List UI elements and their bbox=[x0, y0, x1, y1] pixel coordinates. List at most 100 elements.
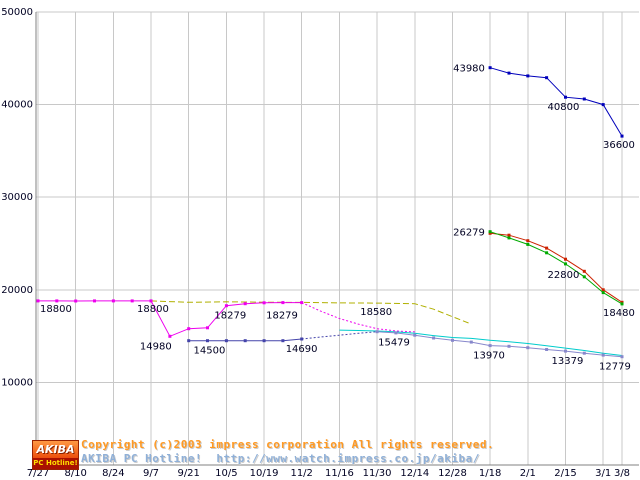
x-tick-label: 11/16 bbox=[325, 468, 354, 479]
data-label: 14980 bbox=[140, 341, 172, 352]
marker-navy bbox=[187, 339, 191, 343]
x-tick-label: 12/28 bbox=[438, 468, 467, 479]
series-lines bbox=[36, 66, 624, 359]
x-tick-label: 2/15 bbox=[554, 468, 576, 479]
series-olive-dashed bbox=[150, 300, 472, 325]
marker-green bbox=[582, 275, 586, 279]
marker-steel bbox=[582, 351, 586, 355]
x-tick-label: 11/2 bbox=[290, 468, 312, 479]
y-tick-label: 20000 bbox=[1, 285, 33, 296]
marker-blue bbox=[620, 134, 624, 138]
marker-blue bbox=[488, 66, 492, 70]
marker-red bbox=[582, 269, 586, 273]
x-tick-label: 2/1 bbox=[520, 468, 536, 479]
site-url-text: AKIBA PC Hotline! http://www.watch.impre… bbox=[81, 452, 480, 465]
data-label: 43980 bbox=[453, 64, 485, 75]
marker-magenta bbox=[36, 299, 40, 303]
marker-blue bbox=[564, 95, 567, 99]
data-label: 22800 bbox=[548, 270, 580, 281]
data-labels: 18800 18800 14980 14500 18279 18279 14690 18580… bbox=[40, 64, 635, 373]
marker-magenta bbox=[130, 299, 134, 303]
y-tick-label: 40000 bbox=[1, 100, 33, 111]
marker-steel bbox=[620, 355, 624, 359]
marker-navy bbox=[281, 339, 285, 343]
data-label: 40800 bbox=[548, 102, 580, 113]
x-tick-label: 9/21 bbox=[177, 468, 199, 479]
marker-magenta bbox=[243, 302, 247, 306]
data-label: 18279 bbox=[214, 311, 246, 322]
x-tick-label: 9/7 bbox=[143, 468, 159, 479]
series-magenta-projection bbox=[301, 302, 415, 333]
marker-red bbox=[545, 246, 549, 250]
marker-steel bbox=[564, 349, 567, 353]
marker-magenta bbox=[300, 301, 304, 305]
x-tick-label: 8/10 bbox=[64, 468, 86, 479]
marker-red bbox=[507, 233, 511, 237]
data-label: 26279 bbox=[453, 228, 485, 239]
data-label: 14500 bbox=[194, 346, 226, 357]
marker-steel bbox=[601, 353, 605, 357]
series-green bbox=[489, 231, 623, 305]
marker-green bbox=[545, 251, 549, 255]
marker-steel bbox=[451, 338, 454, 342]
marker-red bbox=[601, 288, 605, 292]
marker-steel bbox=[507, 344, 511, 348]
marker-magenta bbox=[224, 304, 228, 308]
marker-green bbox=[526, 242, 530, 246]
marker-navy bbox=[262, 339, 266, 343]
marker-steel bbox=[545, 348, 549, 351]
marker-magenta bbox=[187, 327, 191, 331]
marker-magenta bbox=[149, 299, 153, 303]
data-label: 15479 bbox=[378, 338, 410, 349]
marker-green bbox=[564, 262, 567, 266]
marker-navy bbox=[243, 339, 247, 343]
marker-blue bbox=[582, 97, 586, 101]
x-tick-label: 3/1 bbox=[595, 468, 611, 479]
x-tick-label: 3/8 bbox=[614, 468, 630, 479]
data-label: 36600 bbox=[603, 140, 635, 151]
data-label: 13970 bbox=[473, 351, 505, 362]
marker-red bbox=[620, 300, 624, 304]
marker-blue bbox=[545, 76, 549, 80]
marker-green bbox=[488, 230, 492, 234]
marker-magenta bbox=[111, 299, 115, 303]
marker-green bbox=[601, 291, 605, 295]
marker-magenta bbox=[206, 326, 209, 330]
marker-magenta bbox=[262, 301, 266, 305]
x-tick-label: 12/14 bbox=[400, 468, 429, 479]
marker-red bbox=[564, 257, 567, 261]
series-red bbox=[490, 232, 623, 303]
series-steel bbox=[377, 331, 623, 358]
series-magenta bbox=[38, 300, 302, 337]
data-label: 18279 bbox=[266, 311, 298, 322]
series-cyan bbox=[339, 329, 623, 356]
marker-red bbox=[488, 231, 492, 235]
data-label: 18800 bbox=[40, 304, 72, 315]
data-label: 18800 bbox=[137, 304, 169, 315]
marker-red bbox=[526, 239, 530, 243]
y-tick-label: 30000 bbox=[1, 192, 33, 203]
data-label: 13379 bbox=[552, 356, 584, 367]
x-tick-label: 8/24 bbox=[102, 468, 124, 479]
x-tick-label: 10/19 bbox=[250, 468, 279, 479]
copyright-text: Copyright (c)2003 impress corporation Al… bbox=[81, 438, 495, 451]
marker-navy bbox=[206, 339, 209, 343]
marker-steel bbox=[413, 333, 417, 337]
gridlines bbox=[36, 11, 639, 465]
series-navy-projection bbox=[301, 331, 378, 340]
marker-steel bbox=[375, 330, 379, 334]
marker-magenta bbox=[55, 299, 59, 303]
marker-steel bbox=[432, 336, 436, 340]
marker-green bbox=[620, 302, 624, 306]
x-tick-label: 11/30 bbox=[363, 468, 392, 479]
marker-magenta bbox=[168, 334, 172, 338]
data-label: 14690 bbox=[286, 344, 318, 355]
x-axis-labels: 7/27 8/10 8/24 9/7 9/21 10/5 10/19 11/2 11/16 11/… bbox=[27, 468, 630, 479]
marker-blue bbox=[526, 74, 530, 78]
marker-magenta bbox=[93, 299, 96, 303]
marker-magenta bbox=[281, 301, 285, 305]
marker-steel bbox=[469, 340, 473, 344]
akiba-logo-title: AKIBA bbox=[36, 443, 75, 456]
